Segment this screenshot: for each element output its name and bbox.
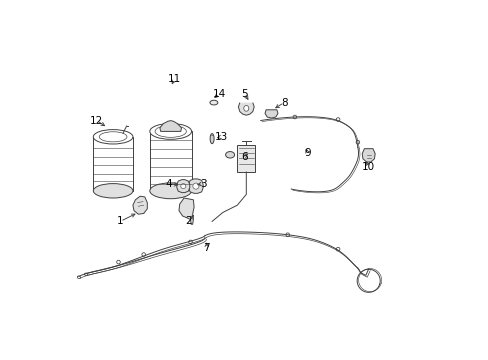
Ellipse shape [149, 123, 191, 139]
Circle shape [336, 118, 339, 121]
Ellipse shape [93, 184, 133, 198]
Text: 13: 13 [214, 132, 227, 142]
Text: 2: 2 [185, 216, 192, 226]
Polygon shape [238, 103, 254, 115]
Polygon shape [133, 196, 147, 214]
Circle shape [117, 260, 120, 264]
Text: 10: 10 [362, 162, 374, 172]
Text: 4: 4 [165, 179, 172, 189]
Ellipse shape [93, 130, 133, 144]
Ellipse shape [192, 183, 199, 189]
Text: 12: 12 [90, 116, 103, 126]
Text: 9: 9 [304, 148, 310, 158]
Text: 14: 14 [212, 89, 225, 99]
Circle shape [336, 247, 339, 251]
Polygon shape [93, 137, 133, 191]
Polygon shape [264, 110, 277, 118]
Ellipse shape [84, 273, 87, 276]
Text: 6: 6 [241, 152, 247, 162]
Ellipse shape [209, 100, 218, 105]
Circle shape [355, 140, 359, 144]
Ellipse shape [225, 152, 234, 158]
Circle shape [188, 240, 192, 244]
Text: 3: 3 [200, 179, 206, 189]
Text: 5: 5 [241, 89, 247, 99]
Polygon shape [188, 179, 203, 193]
Polygon shape [160, 121, 181, 131]
Ellipse shape [244, 105, 248, 111]
Text: 7: 7 [203, 243, 209, 253]
Polygon shape [177, 180, 189, 193]
Circle shape [285, 233, 289, 237]
Polygon shape [237, 145, 255, 172]
Ellipse shape [149, 183, 191, 199]
Ellipse shape [181, 184, 185, 189]
Circle shape [292, 115, 296, 119]
Polygon shape [179, 198, 194, 224]
Polygon shape [362, 149, 374, 162]
Ellipse shape [210, 134, 214, 144]
Ellipse shape [77, 276, 81, 279]
Polygon shape [149, 131, 191, 191]
Text: 1: 1 [117, 216, 123, 226]
Text: 11: 11 [167, 74, 181, 84]
Text: 8: 8 [280, 98, 287, 108]
Circle shape [142, 253, 145, 256]
